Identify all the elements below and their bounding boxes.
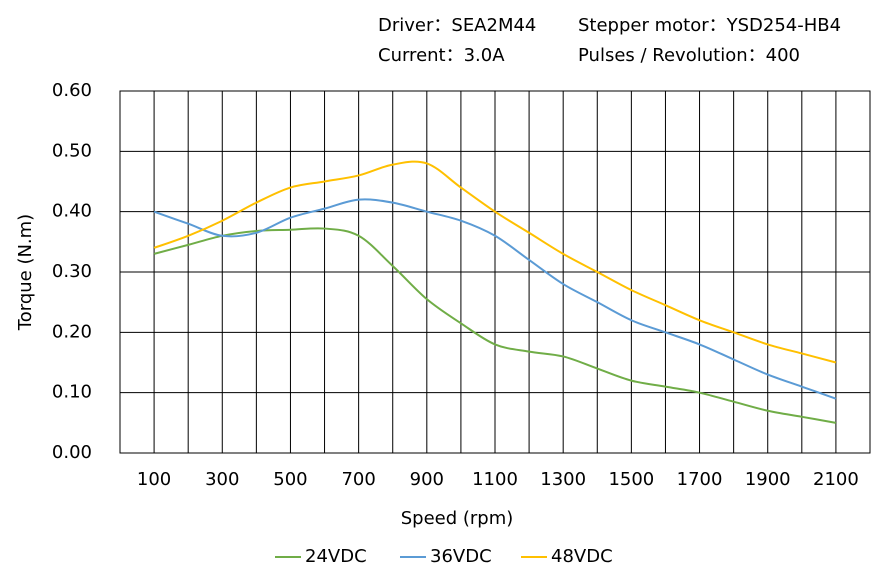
x-tick-label: 1500 <box>608 469 654 490</box>
y-tick-label: 0.00 <box>52 442 92 463</box>
series-line <box>153 160 837 364</box>
x-axis-title: Speed (rpm) <box>401 508 514 529</box>
y-tick-label: 0.10 <box>52 382 92 403</box>
y-tick-label: 0.30 <box>52 261 92 282</box>
x-tick-label: 2100 <box>813 469 859 490</box>
legend-label: 24VDC <box>305 546 367 567</box>
legend-label: 36VDC <box>430 546 492 567</box>
annotation: Driver：SEA2M44 <box>378 15 536 36</box>
y-tick-label: 0.20 <box>52 321 92 342</box>
x-tick-label: 500 <box>273 469 307 490</box>
x-tick-label: 100 <box>137 469 171 490</box>
x-tick-label: 1900 <box>745 469 791 490</box>
y-tick-label: 0.40 <box>52 201 92 222</box>
y-tick-label: 0.60 <box>52 80 92 101</box>
x-tick-label: 700 <box>341 469 375 490</box>
x-tick-label: 1100 <box>472 469 518 490</box>
annotation: Pulses / Revolution：400 <box>578 45 800 66</box>
x-tick-label: 300 <box>205 469 239 490</box>
series-line <box>153 227 837 424</box>
annotation: Current：3.0A <box>378 45 505 66</box>
y-tick-label: 0.50 <box>52 140 92 161</box>
series-line <box>153 198 837 400</box>
y-axis-title: Torque (N.m) <box>15 214 36 331</box>
x-tick-label: 1700 <box>677 469 723 490</box>
x-tick-label: 1300 <box>540 469 586 490</box>
x-tick-label: 900 <box>410 469 444 490</box>
legend-label: 48VDC <box>551 546 613 567</box>
annotation: Stepper motor：YSD254-HB4 <box>578 15 841 36</box>
